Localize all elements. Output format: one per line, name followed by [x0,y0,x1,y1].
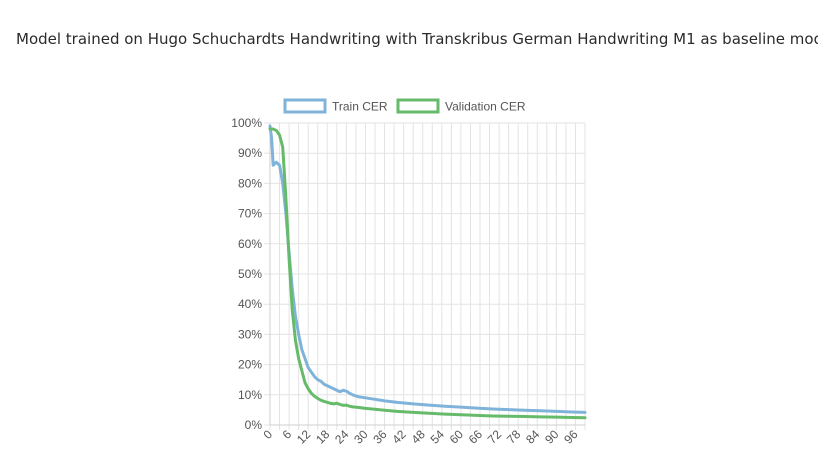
x-tick-label: 66 [466,427,486,447]
legend-label-validation: Validation CER [445,100,526,114]
legend-swatch-validation [396,98,440,114]
y-tick-label: 90% [238,146,262,160]
x-tick-label: 96 [561,427,581,447]
y-tick-label: 70% [238,207,262,221]
legend-swatch-train [283,98,327,114]
y-tick-label: 20% [238,358,262,372]
x-tick-label: 78 [504,427,524,447]
page-title: Model trained on Hugo Schuchardts Handwr… [16,30,818,48]
legend-label-train: Train CER [332,100,388,114]
validation-cer-line [268,127,587,420]
series-layer [268,124,587,420]
x-tick-label: 24 [332,427,352,447]
x-tick-label: 48 [409,427,429,447]
x-tick-label: 18 [313,427,333,447]
legend-item-validation[interactable]: Validation CER [396,98,526,114]
x-tick-label: 36 [370,427,390,447]
y-tick-label: 10% [238,388,262,402]
legend-item-train[interactable]: Train CER [283,98,388,114]
x-tick-label: 12 [294,427,314,447]
y-tick-label: 50% [238,267,262,281]
x-tick-label: 72 [485,427,505,447]
x-tick-label: 0 [260,427,275,442]
x-tick-label: 54 [428,427,448,447]
x-tick-label: 6 [280,427,295,442]
y-tick-label: 0% [245,418,263,432]
y-tick-label: 80% [238,176,262,190]
grid-layer [264,122,586,430]
x-tick-label: 60 [447,427,467,447]
x-tick-label: 30 [351,427,371,447]
y-tick-label: 60% [238,237,262,251]
y-tick-label: 30% [238,327,262,341]
x-tick-label: 84 [523,427,543,447]
x-tick-label: 90 [542,427,562,447]
y-tick-label: 40% [238,297,262,311]
y-tick-label: 100% [231,116,262,130]
legend[interactable]: Train CER Validation CER [283,98,526,114]
x-tick-label: 42 [389,427,409,447]
